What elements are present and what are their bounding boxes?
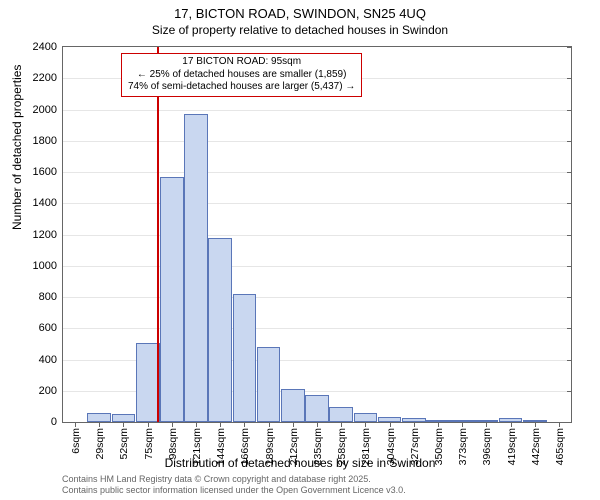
histogram-bar	[257, 347, 281, 422]
histogram-bar	[233, 294, 257, 422]
annotation-box: 17 BICTON ROAD: 95sqm← 25% of detached h…	[121, 53, 362, 97]
y-tick-label: 400	[39, 354, 63, 366]
histogram-bar	[208, 238, 232, 422]
x-tick-label: 98sqm	[165, 428, 179, 460]
y-tick-label: 1200	[33, 229, 63, 241]
histogram-bar	[305, 395, 329, 422]
x-tick-label: 6sqm	[68, 428, 82, 454]
y-axis-label: Number of detached properties	[10, 65, 24, 230]
chart-title: 17, BICTON ROAD, SWINDON, SN25 4UQ Size …	[0, 0, 600, 38]
y-tick-label: 800	[39, 291, 63, 303]
y-tick-label: 1800	[33, 135, 63, 147]
y-tick-label: 2200	[33, 72, 63, 84]
x-tick-label: 52sqm	[116, 428, 130, 460]
histogram-bar	[160, 177, 184, 422]
y-tick-label: 2000	[33, 104, 63, 116]
histogram-bar	[184, 114, 208, 422]
x-tick-label: 29sqm	[92, 428, 106, 460]
title-address: 17, BICTON ROAD, SWINDON, SN25 4UQ	[0, 6, 600, 23]
histogram-bar	[281, 389, 305, 422]
y-tick-label: 1600	[33, 166, 63, 178]
histogram-bar	[112, 414, 136, 422]
y-tick-label: 0	[51, 416, 63, 428]
title-subtitle: Size of property relative to detached ho…	[0, 23, 600, 39]
y-tick-label: 600	[39, 322, 63, 334]
x-axis-label: Distribution of detached houses by size …	[0, 456, 600, 470]
y-tick-label: 1400	[33, 197, 63, 209]
footer-line-1: Contains HM Land Registry data © Crown c…	[62, 474, 406, 485]
annotation-line-1: 17 BICTON ROAD: 95sqm	[128, 56, 355, 69]
y-tick-label: 1000	[33, 260, 63, 272]
histogram-bar	[354, 413, 378, 422]
footer-line-2: Contains public sector information licen…	[62, 485, 406, 496]
y-tick-label: 2400	[33, 41, 63, 53]
chart-footer: Contains HM Land Registry data © Crown c…	[62, 474, 406, 496]
histogram-bar	[329, 407, 353, 422]
property-size-chart: 17, BICTON ROAD, SWINDON, SN25 4UQ Size …	[0, 0, 600, 500]
x-tick-label: 75sqm	[141, 428, 155, 460]
y-tick-label: 200	[39, 385, 63, 397]
annotation-line-2: ← 25% of detached houses are smaller (1,…	[128, 69, 355, 82]
histogram-bar	[87, 413, 111, 422]
property-marker-line	[157, 47, 159, 422]
plot-area: 0200400600800100012001400160018002000220…	[62, 46, 572, 423]
annotation-line-3: 74% of semi-detached houses are larger (…	[128, 81, 355, 94]
